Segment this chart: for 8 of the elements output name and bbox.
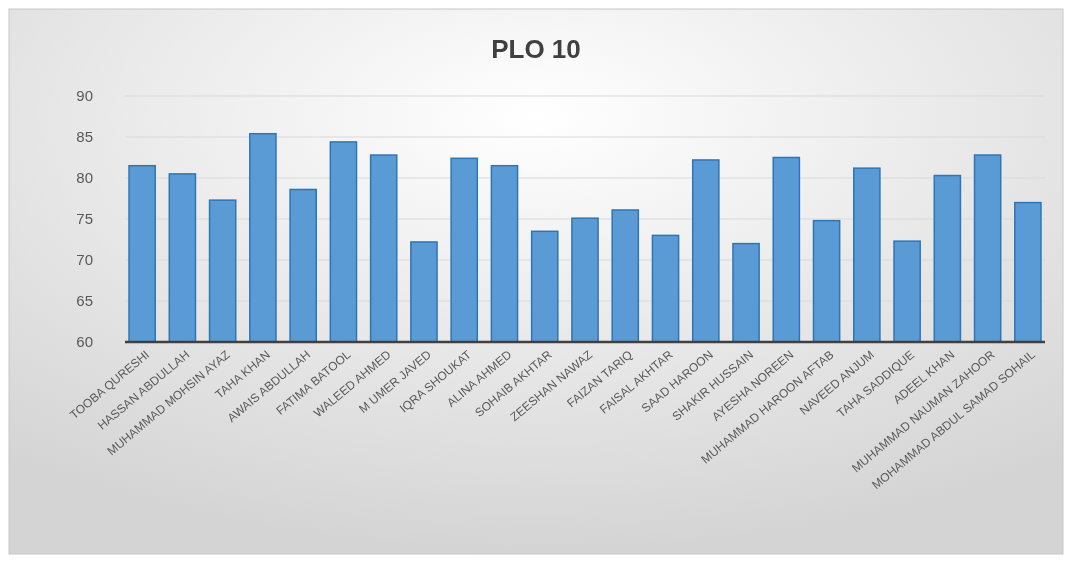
chart-title: PLO 10 — [491, 34, 581, 64]
y-tick-label: 90 — [76, 87, 93, 105]
y-tick-label: 60 — [76, 333, 93, 351]
y-tick-label: 75 — [76, 210, 93, 228]
y-tick-label: 80 — [76, 169, 93, 187]
y-tick-label: 65 — [76, 292, 93, 310]
y-tick-label: 70 — [76, 251, 93, 269]
y-tick-label: 85 — [76, 128, 93, 146]
